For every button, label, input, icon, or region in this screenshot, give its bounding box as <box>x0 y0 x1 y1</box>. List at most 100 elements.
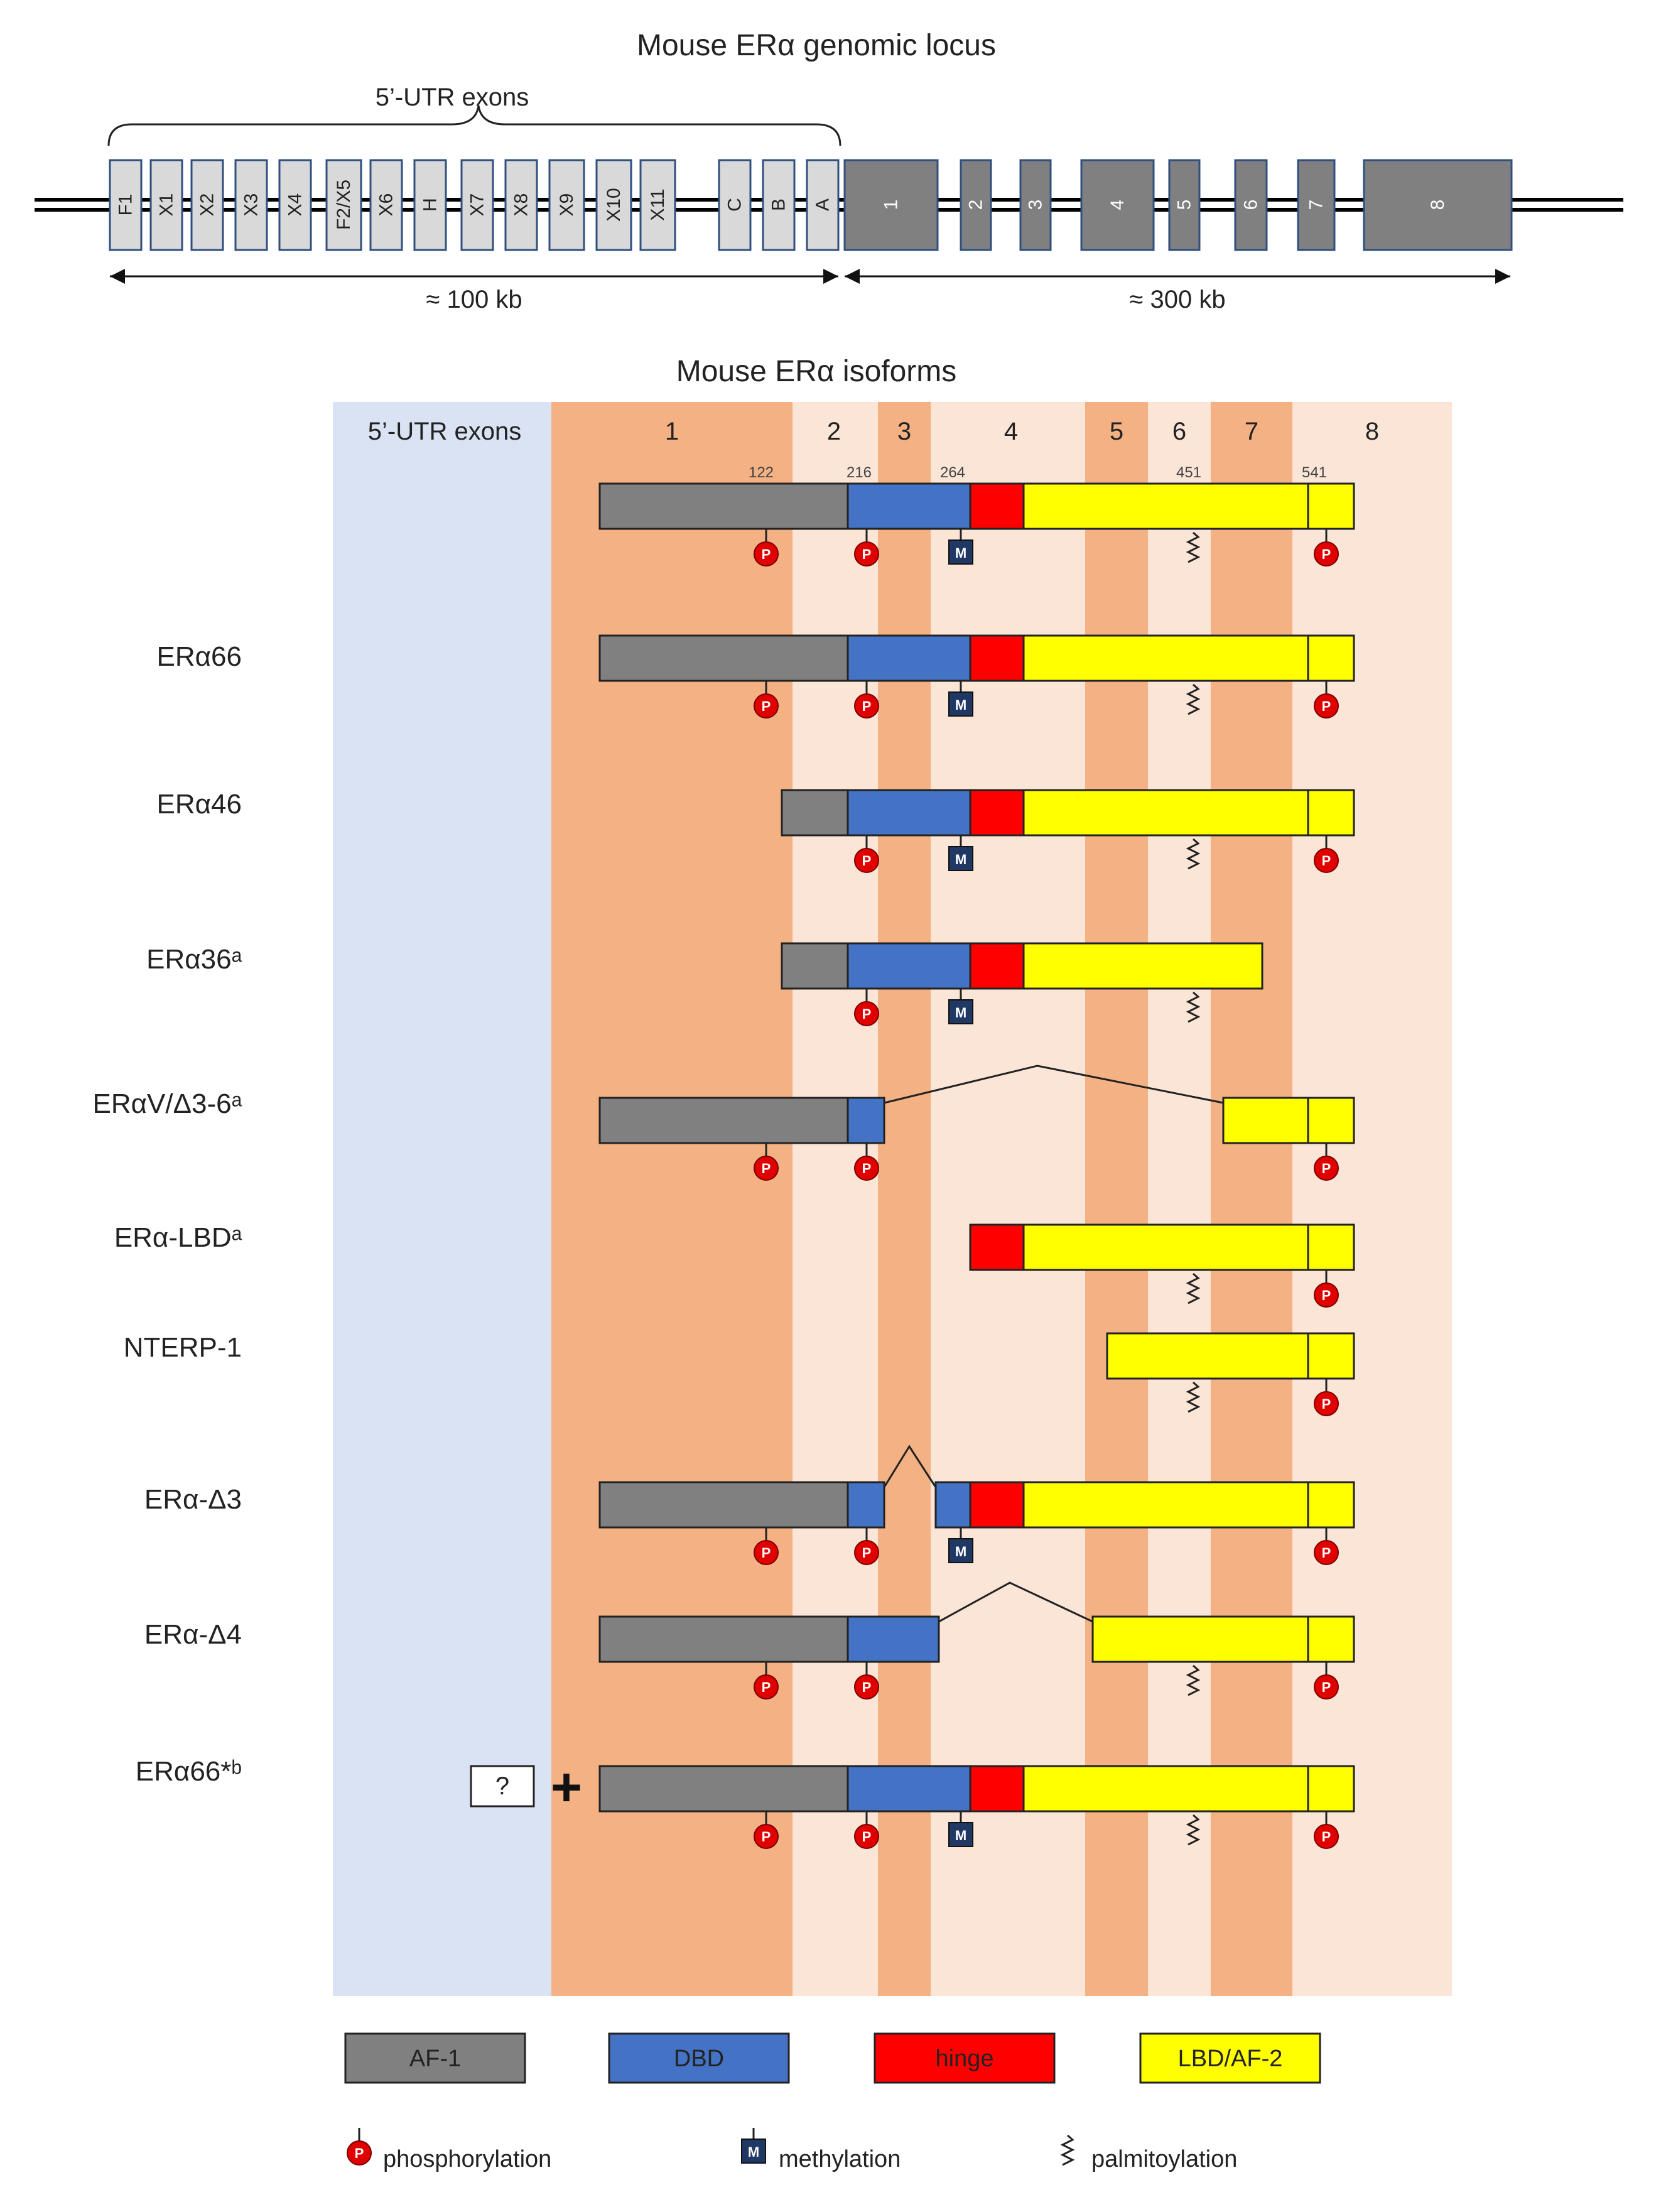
exon-column-label: 2 <box>827 418 841 445</box>
coding-exon-label: 3 <box>1025 200 1046 210</box>
isoform-label: ERα36ᵃ <box>146 944 242 975</box>
ptm-marks: P P M P P P M P P M P P M P P P P P P P M P P P P P P M P <box>754 529 1339 1849</box>
genomic-utr-exons: F1 X1 X2 X3 X4 F2/X5 X6 H X7 X8 X9 X10 X11 C B A <box>109 159 840 251</box>
isoform-row <box>781 942 1263 990</box>
phosphorylation-icon: P <box>1314 529 1339 567</box>
phosphorylation-symbol: P <box>1322 1829 1331 1845</box>
phosphorylation-icon: P <box>754 1527 779 1565</box>
coding-span-label: ≈ 300 kb <box>1129 286 1225 313</box>
splice-line-delta3-6 <box>884 1065 1224 1104</box>
splice-junctions <box>883 1065 1224 1623</box>
palmitoylation-icon <box>1186 1381 1201 1413</box>
lbd-segment <box>1307 1765 1355 1813</box>
lbd-segment <box>1022 634 1309 682</box>
utr-exon-label: X6 <box>376 193 397 217</box>
phosphorylation-symbol: P <box>762 1161 771 1176</box>
phosphorylation-icon: P <box>1314 681 1339 718</box>
utr-exon-5 <box>278 159 312 251</box>
utr-exon-label: X9 <box>556 193 577 217</box>
lbd-segment <box>1022 1223 1309 1271</box>
coding-exon-label: 8 <box>1427 200 1448 210</box>
legend-dbd-swatch <box>608 2032 790 2084</box>
dbd-segment <box>847 482 971 530</box>
lbd-segment <box>1307 789 1355 837</box>
phosphorylation-icon: P <box>854 529 879 567</box>
utr-exon-2 <box>149 159 183 251</box>
legend-af1-label: AF-1 <box>409 2046 461 2072</box>
palmitoylation-icon <box>1186 1814 1201 1846</box>
af1-segment <box>781 942 849 990</box>
methylation-icon: M <box>948 681 973 717</box>
phosphorylation-icon: P <box>754 681 779 718</box>
unknown-extension-label: ? <box>495 1772 509 1800</box>
isoform-label: ERα66*ᵇ <box>136 1756 242 1787</box>
lbd-segment <box>1307 1223 1355 1271</box>
phosphorylation-icon: P <box>854 1143 879 1181</box>
isoform-bars <box>598 482 1355 1813</box>
isoforms-title: Mouse ERα isoforms <box>676 355 957 388</box>
exon-column-labels: 1 2 3 4 5 6 7 8 <box>665 418 1379 445</box>
lbd-segment <box>1307 1615 1355 1663</box>
palmitoylation-icon <box>1186 838 1201 870</box>
phosphorylation-icon: P <box>1314 1379 1339 1416</box>
lbd-segment <box>1022 789 1309 837</box>
phosphorylation-symbol: P <box>762 698 771 714</box>
isoform-row <box>598 1097 1355 1144</box>
phosphorylation-icon: P <box>854 1527 879 1565</box>
isoform-label: ERα66 <box>156 641 242 672</box>
phosphorylation-symbol: P <box>1322 853 1331 869</box>
lbd-segment <box>1022 482 1309 530</box>
hinge-segment <box>969 942 1025 990</box>
utr-brace <box>107 105 841 146</box>
genomic-coding-exons: 1 2 3 4 5 6 7 8 <box>843 159 1513 251</box>
palmitoylation-icon <box>1186 683 1201 715</box>
phosphorylation-symbol: P <box>1322 1396 1331 1412</box>
utr-column-label: 5’-UTR exons <box>368 418 522 445</box>
position-label: 216 <box>847 464 872 481</box>
phosphorylation-icon: P <box>1314 1811 1339 1849</box>
lbd-segment <box>1307 482 1355 530</box>
lbd-segment <box>1307 1097 1355 1144</box>
phosphorylation-icon: P <box>854 835 879 873</box>
phosphorylation-icon: P <box>854 989 879 1026</box>
utr-exon-label: X1 <box>156 193 177 217</box>
isoform-row <box>598 482 1355 530</box>
isoform-label: ERα-Δ4 <box>144 1619 242 1650</box>
af1-segment <box>598 1765 849 1813</box>
phosphorylation-symbol: P <box>1322 698 1331 714</box>
utr-column <box>333 402 551 1996</box>
phosphorylation-icon: P <box>854 1662 879 1700</box>
coding-exon-6 <box>1234 159 1268 251</box>
phosphorylation-symbol: P <box>862 698 872 714</box>
utr-exon-label: B <box>769 198 789 211</box>
isoform-row <box>598 1765 1355 1813</box>
legend-hinge-label: hinge <box>936 2046 994 2072</box>
coding-exon-label: 6 <box>1241 200 1262 210</box>
utr-span-label: ≈ 100 kb <box>426 286 522 313</box>
hinge-segment <box>969 1765 1025 1813</box>
palmitoylation-icon <box>1060 2134 1075 2166</box>
phosphorylation-icon: P <box>854 1811 879 1849</box>
exon-column-label: 3 <box>897 418 911 445</box>
unknown-extension-box <box>470 1765 535 1808</box>
coding-exon-label: 1 <box>881 200 902 210</box>
lbd-segment <box>1307 1481 1355 1529</box>
legend-af1-swatch <box>344 2032 526 2084</box>
utr-exon-label: X2 <box>197 193 218 217</box>
af1-segment <box>598 1097 849 1144</box>
coding-exon-2 <box>960 159 992 251</box>
hinge-segment <box>969 482 1025 530</box>
phosphorylation-symbol: P <box>762 1679 771 1695</box>
coding-exon-7 <box>1297 159 1336 251</box>
dbd-segment <box>847 1765 971 1813</box>
exon-column-label: 8 <box>1365 418 1379 445</box>
utr-exon-label: F2/X5 <box>333 180 354 230</box>
utr-exon-label: H <box>420 198 441 212</box>
exon-column-label: 5 <box>1110 418 1123 445</box>
exon-column-label: 1 <box>665 418 679 445</box>
phosphorylation-symbol: P <box>762 1545 771 1561</box>
utr-exon-label: X8 <box>511 193 532 217</box>
methylation-symbol: M <box>955 852 966 867</box>
af1-segment <box>781 789 849 837</box>
phosphorylation-symbol: P <box>862 1829 872 1845</box>
